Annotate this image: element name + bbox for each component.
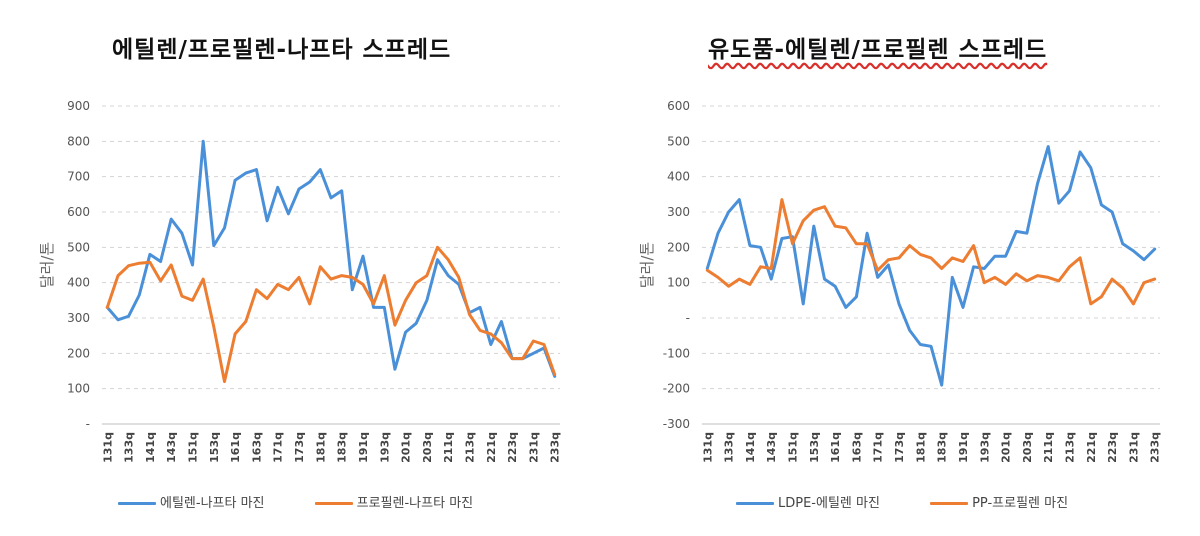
x-tick-label: 161q	[829, 432, 842, 463]
x-tick-label: 181q	[914, 432, 927, 463]
y-tick-label: 600	[67, 205, 90, 219]
y-axis-label: 달러/톤	[38, 242, 56, 288]
legend-swatch-blue	[736, 502, 774, 505]
y-tick-label: 500	[67, 240, 90, 254]
x-tick-label: 183q	[336, 432, 349, 463]
chart-title: 에틸렌/프로필렌-나프타 스프레드	[112, 37, 452, 63]
y-tick-label: -100	[663, 346, 690, 360]
x-tick-label: 173q	[893, 432, 906, 463]
x-tick-label: 213q	[1063, 432, 1076, 463]
x-tick-label: 171q	[272, 432, 285, 463]
x-tick-label: 161q	[229, 432, 242, 463]
series-line	[705, 198, 1157, 306]
x-tick-label: 133q	[723, 432, 736, 463]
y-tick-label: 600	[667, 99, 690, 113]
y-tick-label: 500	[667, 134, 690, 148]
y-tick-label: 100	[67, 382, 90, 396]
x-tick-label: 201q	[1000, 432, 1013, 463]
y-tick-label: 800	[67, 134, 90, 148]
x-tick-label: 233q	[1149, 432, 1162, 463]
x-tick-label: 223q	[506, 432, 519, 463]
chart-panel-right: 유도품-에틸렌/프로필렌 스프레드 -300 -200 -100-100 200 300…	[600, 0, 1200, 536]
chart-legend: LDPE-에틸렌 마진 PP-프로필렌 마진	[736, 492, 1114, 511]
x-tick-label: 153q	[208, 432, 221, 463]
y-tick-label: 200	[67, 346, 90, 360]
x-tick-label: 181q	[314, 432, 327, 463]
x-tick-label: 131q	[701, 432, 714, 463]
x-tick-label: 231q	[1127, 432, 1140, 463]
x-tick-label: 211q	[442, 432, 455, 463]
x-tick-label: 183q	[936, 432, 949, 463]
legend-swatch-orange	[314, 502, 353, 505]
legend-item: 프로필렌-나프타 마진	[314, 492, 474, 511]
y-tick-label: -200	[663, 382, 690, 396]
x-tick-label: 151q	[187, 432, 200, 463]
legend-item: LDPE-에틸렌 마진	[736, 492, 880, 511]
x-tick-label: 193q	[378, 432, 391, 463]
x-tick-label: 131q	[101, 432, 114, 463]
y-tick-label: 300	[67, 311, 90, 325]
legend-swatch-orange	[930, 502, 969, 505]
x-tick-label: 143q	[765, 432, 778, 463]
legend-label: LDPE-에틸렌 마진	[778, 496, 880, 511]
x-tick-label: 211q	[1042, 432, 1055, 463]
y-axis-label: 달러/톤	[638, 242, 656, 288]
x-tick-label: 171q	[872, 432, 885, 463]
x-tick-label: 233q	[549, 432, 562, 463]
y-tick-label: 300	[667, 205, 690, 219]
y-tick-label: 200	[667, 240, 690, 254]
legend-label: PP-프로필렌 마진	[972, 496, 1069, 511]
legend-label: 에틸렌-나프타 마진	[160, 496, 265, 511]
x-tick-label: 223q	[1106, 432, 1119, 463]
y-tick-label: 400	[667, 170, 690, 184]
x-tick-label: 221q	[485, 432, 498, 463]
y-tick-label: 700	[67, 170, 90, 184]
y-tick-label: -	[86, 417, 90, 431]
series-line	[705, 145, 1157, 387]
legend-item: 에틸렌-나프타 마진	[118, 492, 265, 511]
y-tick-label: -	[686, 311, 690, 325]
x-tick-label: 153q	[808, 432, 821, 463]
x-tick-label: 143q	[165, 432, 178, 463]
x-tick-label: 141q	[144, 432, 157, 463]
chart-title: 유도품-에틸렌/프로필렌 스프레드	[708, 30, 1047, 64]
x-tick-label: 141q	[744, 432, 757, 463]
x-tick-label: 231q	[527, 432, 540, 463]
x-tick-label: 191q	[357, 432, 370, 463]
x-tick-label: 213q	[463, 432, 476, 463]
x-tick-label: 203q	[421, 432, 434, 463]
series-line	[105, 139, 557, 378]
legend-label: 프로필렌-나프타 마진	[356, 496, 474, 511]
x-tick-label: 173q	[293, 432, 306, 463]
x-tick-label: 191q	[957, 432, 970, 463]
y-tick-label: 100	[667, 276, 690, 290]
x-tick-label: 133q	[123, 432, 136, 463]
x-tick-label: 221q	[1085, 432, 1098, 463]
chart-panel-left: 에틸렌/프로필렌-나프타 스프레드 - 100 200 300 400 500 600 700…	[38, 37, 562, 511]
series-line	[105, 245, 557, 384]
y-tick-label: 900	[67, 99, 90, 113]
x-tick-label: 163q	[250, 432, 263, 463]
spellcheck-underlined-title: 유도품-에틸렌/프로필렌 스프레드	[708, 37, 1048, 63]
y-tick-label: 400	[67, 276, 90, 290]
chart-plot-area: - 100 200 300 400 500 600 700 800 900 131q 133q 141q…	[38, 99, 562, 463]
legend-item: PP-프로필렌 마진	[930, 492, 1068, 511]
x-tick-label: 193q	[978, 432, 991, 463]
x-tick-label: 203q	[1021, 432, 1034, 463]
chart-legend: 에틸렌-나프타 마진 프로필렌-나프타 마진	[118, 492, 519, 511]
x-tick-label: 201q	[400, 432, 413, 463]
y-tick-label: -300	[663, 417, 690, 431]
x-tick-label: 163q	[850, 432, 863, 463]
legend-swatch-blue	[118, 502, 156, 505]
x-tick-label: 151q	[787, 432, 800, 463]
